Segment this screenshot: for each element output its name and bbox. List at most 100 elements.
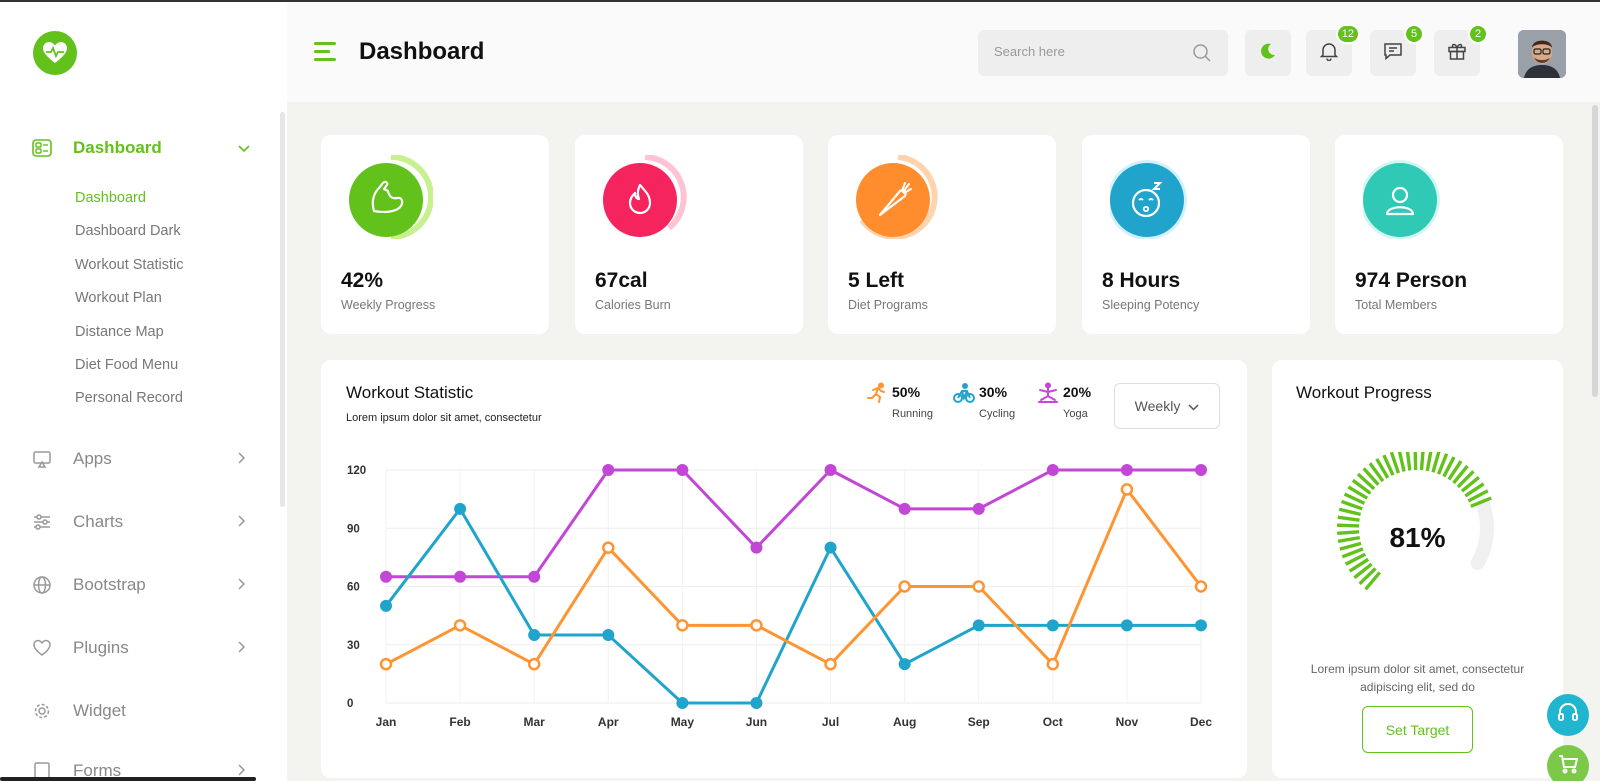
submenu-item-workout-statistic[interactable]: Workout Statistic xyxy=(75,256,184,273)
data-point-cycling[interactable] xyxy=(972,619,985,632)
submenu-item-workout-plan[interactable]: Workout Plan xyxy=(75,290,162,307)
gauge-tick xyxy=(1337,530,1360,535)
data-point-yoga[interactable] xyxy=(898,502,911,515)
gauge-tick xyxy=(1375,458,1390,479)
submenu-item-distance-map[interactable]: Distance Map xyxy=(75,323,164,340)
data-point-yoga[interactable] xyxy=(750,541,763,554)
data-point-cycling[interactable] xyxy=(676,697,689,709)
sidebar-item-plugins[interactable]: Plugins xyxy=(0,633,270,663)
gauge-track xyxy=(1470,497,1494,570)
gauge-value: 81% xyxy=(1389,522,1446,553)
yoga-icon xyxy=(1038,382,1058,403)
data-point-running[interactable] xyxy=(898,580,911,593)
submenu-item-personal-record[interactable]: Personal Record xyxy=(75,390,183,407)
submenu-item-diet-food-menu[interactable]: Diet Food Menu xyxy=(75,356,179,373)
data-point-cycling[interactable] xyxy=(750,697,763,709)
messages-button[interactable]: 5 xyxy=(1370,24,1424,76)
sidebar-item-label: Forms xyxy=(73,761,122,780)
y-tick-label: 60 xyxy=(347,582,360,594)
data-point-cycling[interactable] xyxy=(1195,619,1207,632)
chevron-down-icon xyxy=(1188,398,1199,414)
stat-label: Total Members xyxy=(1355,298,1437,312)
carrot-icon xyxy=(856,155,938,239)
gauge-tick xyxy=(1362,467,1380,486)
gauge-tick xyxy=(1347,485,1369,500)
period-dropdown[interactable]: Weekly xyxy=(1114,383,1220,429)
gauge-tick xyxy=(1337,515,1360,522)
notifications-button[interactable]: 12 xyxy=(1306,24,1360,76)
horizontal-scrollbar[interactable] xyxy=(0,777,256,781)
sidebar-item-bootstrap[interactable]: Bootstrap xyxy=(0,570,270,600)
page-title: Dashboard xyxy=(359,38,485,65)
search-icon[interactable] xyxy=(1192,43,1212,68)
data-point-yoga[interactable] xyxy=(824,464,837,476)
x-tick-label: Dec xyxy=(1190,715,1212,729)
heart-pulse-logo[interactable] xyxy=(33,31,77,75)
data-point-yoga[interactable] xyxy=(602,464,615,476)
sidebar-item-widget[interactable]: Widget xyxy=(0,696,270,726)
sidebar-scrollbar[interactable] xyxy=(280,112,285,507)
stat-label: Calories Burn xyxy=(595,298,671,312)
flame-icon xyxy=(603,155,687,237)
gift-icon xyxy=(1447,41,1467,66)
chat-icon xyxy=(1383,41,1403,66)
data-point-cycling[interactable] xyxy=(898,658,911,671)
data-point-yoga[interactable] xyxy=(454,570,467,583)
submenu-item-dashboard-dark[interactable]: Dashboard Dark xyxy=(75,223,181,240)
gauge-tick xyxy=(1452,464,1469,485)
data-point-running[interactable] xyxy=(1194,580,1208,593)
sidebar-item-charts[interactable]: Charts xyxy=(0,507,270,537)
data-point-cycling[interactable] xyxy=(1046,619,1059,632)
data-point-yoga[interactable] xyxy=(972,502,985,515)
gauge-tick xyxy=(1464,482,1485,498)
support-button[interactable] xyxy=(1547,694,1589,736)
data-point-cycling[interactable] xyxy=(602,629,615,642)
data-point-yoga[interactable] xyxy=(1046,464,1059,476)
data-point-yoga[interactable] xyxy=(528,570,541,583)
data-point-cycling[interactable] xyxy=(454,502,467,515)
x-tick-label: Sep xyxy=(968,715,990,729)
dashboard-icon xyxy=(31,137,53,159)
gifts-button[interactable]: 2 xyxy=(1434,24,1488,76)
set-target-button[interactable]: Set Target xyxy=(1362,706,1473,753)
data-point-cycling[interactable] xyxy=(1120,619,1133,632)
search-input[interactable] xyxy=(994,44,1184,59)
stat-value: 8 Hours xyxy=(1102,269,1181,292)
data-point-running[interactable] xyxy=(972,580,985,593)
data-point-running[interactable] xyxy=(527,657,541,671)
data-point-cycling[interactable] xyxy=(380,599,392,612)
x-tick-label: May xyxy=(671,715,695,729)
dark-mode-toggle[interactable] xyxy=(1245,30,1291,76)
stat-value: 42% xyxy=(341,269,384,292)
data-point-cycling[interactable] xyxy=(824,541,837,554)
stat-card-sleeping-potency: 8 Hours Sleeping Potency xyxy=(1082,135,1310,334)
sidebar-item-dashboard[interactable]: Dashboard xyxy=(0,133,270,163)
sidebar-item-apps[interactable]: Apps xyxy=(0,444,270,474)
gauge-tick xyxy=(1389,452,1401,474)
data-point-running[interactable] xyxy=(750,619,763,632)
cart-button[interactable] xyxy=(1547,745,1589,781)
data-point-yoga[interactable] xyxy=(676,464,689,476)
data-point-running[interactable] xyxy=(379,657,393,671)
page-scrollbar[interactable] xyxy=(1592,105,1598,397)
gauge-tick xyxy=(1467,489,1489,503)
data-point-running[interactable] xyxy=(676,619,689,632)
data-point-running[interactable] xyxy=(602,541,615,554)
data-point-running[interactable] xyxy=(1120,483,1134,496)
data-point-running[interactable] xyxy=(453,619,467,632)
submenu-item-dashboard[interactable]: Dashboard xyxy=(75,190,146,206)
legend-label: Running xyxy=(892,408,933,420)
data-point-yoga[interactable] xyxy=(1120,464,1133,476)
data-point-running[interactable] xyxy=(824,657,837,671)
gauge-tick xyxy=(1425,452,1433,472)
gauge-tick xyxy=(1336,523,1360,528)
chevron-right-icon xyxy=(238,514,246,530)
x-tick-label: Jan xyxy=(376,715,397,729)
user-avatar[interactable] xyxy=(1518,30,1566,78)
data-point-cycling[interactable] xyxy=(528,629,541,642)
data-point-yoga[interactable] xyxy=(1195,464,1207,476)
data-point-yoga[interactable] xyxy=(380,570,392,583)
data-point-running[interactable] xyxy=(1046,657,1060,671)
hamburger-menu-icon[interactable] xyxy=(314,42,336,66)
chevron-right-icon xyxy=(238,640,246,656)
